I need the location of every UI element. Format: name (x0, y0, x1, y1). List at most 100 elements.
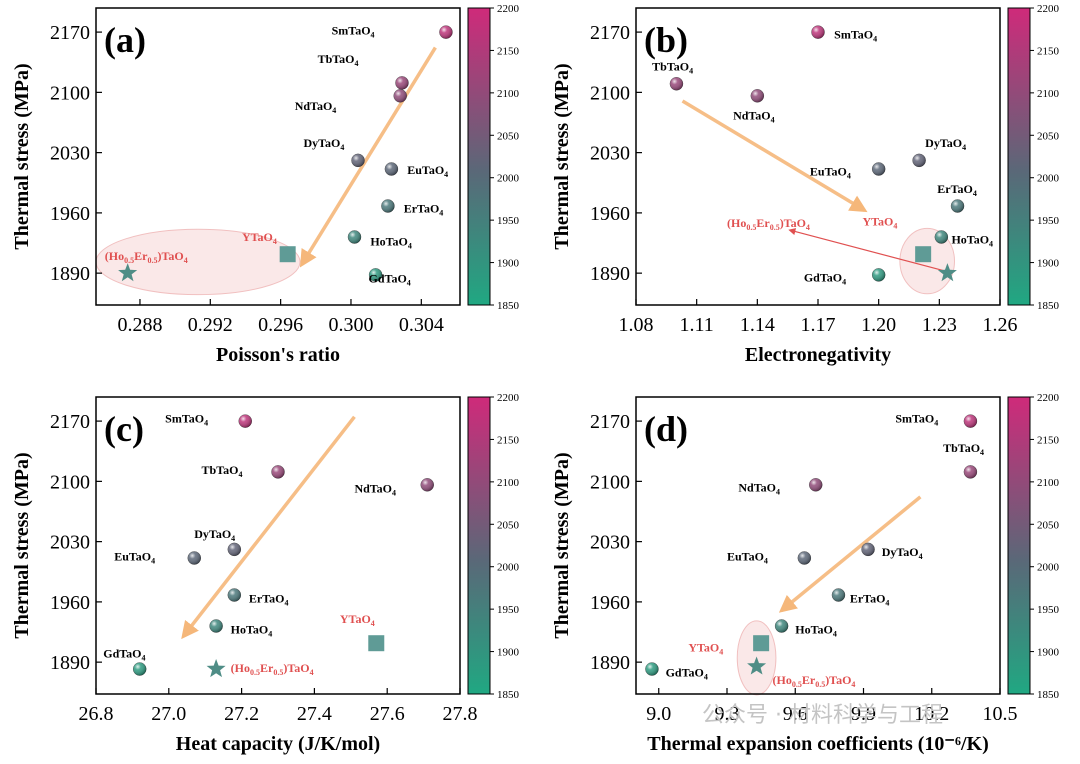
colorbar-tick-label: 2050 (497, 519, 520, 531)
label-base: NdTaO (295, 99, 333, 113)
y-tick-label: 1960 (590, 203, 630, 225)
point-shading (750, 89, 764, 103)
y-tick-label: 2170 (590, 22, 630, 44)
x-tick-label: 0.300 (328, 314, 373, 336)
point-shading (912, 153, 926, 167)
label-subscript: 4 (444, 170, 448, 179)
label-subscript: 4 (340, 143, 344, 152)
label-part: 0.5 (124, 256, 134, 265)
label-subscript: 4 (842, 277, 846, 286)
point-label-3: DyTaO4 (303, 136, 344, 152)
chart-panel-c: 26.8 27.0 27.2 27.4 27.6 27.8 1890 1960 2030 2100… (11, 392, 520, 755)
label-subscript: 4 (439, 209, 443, 218)
point-label-2: NdTaO4 (295, 99, 337, 115)
label-base: TbTaO (652, 60, 689, 74)
label-base: EuTaO (114, 549, 151, 563)
label-part: )TaO (283, 661, 309, 675)
point-shading (381, 199, 395, 213)
point-label-9: (Ho0.5Er0.5)TaO4 (727, 216, 810, 232)
label-base: TbTaO (943, 441, 980, 455)
label-subscript: 4 (719, 648, 723, 657)
label-subscript: 4 (371, 619, 375, 628)
colorbar-tick-label: 1850 (1037, 300, 1060, 312)
y-axis-title: Thermal stress (MPa) (551, 452, 573, 638)
colorbar-tick-label: 1850 (497, 300, 520, 312)
point-label-0: SmTaO4 (895, 412, 938, 428)
point-label-4: EuTaO4 (114, 549, 155, 565)
point-shading (811, 25, 825, 39)
label-base: TbTaO (202, 463, 239, 477)
point-shading (934, 230, 948, 244)
label-subscript: 4 (833, 629, 837, 638)
label-base: SmTaO (834, 28, 873, 42)
colorbar-tick-label: 2000 (1037, 562, 1060, 574)
label-part: Er (260, 661, 274, 675)
colorbar (1007, 7, 1031, 306)
point-(Ho0.5Er0.5)TaO4 (937, 263, 957, 282)
point-label-3: DyTaO4 (882, 545, 923, 561)
colorbar-tick-label: 1950 (1037, 604, 1060, 616)
trend-arrow-0 (299, 46, 437, 268)
x-tick-label: 1.14 (740, 314, 775, 336)
label-subscript: 4 (231, 534, 235, 543)
label-subscript: 4 (885, 598, 889, 607)
colorbar (467, 396, 491, 695)
watermark-text: 公众号 · 材料科学与工程 (702, 703, 943, 728)
label-subscript: 4 (268, 629, 272, 638)
label-subscript: 4 (962, 143, 966, 152)
label-part: Er (756, 216, 770, 230)
label-base: SmTaO (332, 23, 371, 37)
label-subscript: 4 (847, 172, 851, 181)
y-tick-label: 2030 (50, 143, 90, 165)
point-YTaO4 (915, 246, 932, 263)
point-label-8: YTaO4 (688, 641, 723, 657)
label-base: SmTaO (165, 412, 204, 426)
point-shading (347, 230, 361, 244)
label-subscript: 4 (392, 488, 396, 497)
point-label-7: GdTaO4 (666, 665, 708, 681)
label-part: 0.5 (792, 680, 802, 689)
x-tick-label: 10.5 (983, 703, 1018, 725)
point-shading (831, 588, 845, 602)
label-subscript: 4 (934, 419, 938, 428)
point-label-8: YTaO4 (862, 214, 897, 230)
y-tick-label: 1890 (50, 263, 90, 285)
point-label-7: GdTaO4 (369, 271, 411, 287)
point-shading (420, 478, 434, 492)
label-base: DyTaO (303, 136, 340, 150)
point-label-5: ErTaO4 (404, 202, 444, 218)
point-YTaO4 (753, 635, 770, 652)
x-tick-label: 10.2 (914, 703, 949, 725)
label-part: 0.5 (273, 668, 283, 677)
y-axis-title: Thermal stress (MPa) (11, 452, 33, 638)
y-tick-label: 2170 (50, 411, 90, 433)
x-tick-label: 9.9 (851, 703, 876, 725)
point-label-2: NdTaO4 (354, 481, 396, 497)
point-label-5: ErTaO4 (937, 182, 977, 198)
label-base: ErTaO (850, 591, 886, 605)
y-tick-label: 2100 (590, 82, 630, 104)
colorbar-tick-label: 2100 (497, 88, 520, 100)
point-label-1: TbTaO4 (202, 463, 243, 479)
point-label-5: ErTaO4 (850, 591, 890, 607)
x-tick-label: 0.292 (188, 314, 233, 336)
label-subscript: 4 (919, 552, 923, 561)
label-part: 4 (310, 668, 314, 677)
label-subscript: 4 (704, 672, 708, 681)
y-tick-label: 2100 (50, 82, 90, 104)
label-base: EuTaO (810, 165, 847, 179)
chart-panel-a: 0.288 0.292 0.296 0.300 0.304 1890 1960 2030 210… (11, 3, 520, 366)
point-shading (872, 268, 886, 282)
label-base: NdTaO (738, 480, 776, 494)
label-base: YTaO (242, 230, 273, 244)
point-label-6: HoTaO4 (951, 233, 993, 249)
label-part: )TaO (825, 673, 851, 687)
point-shading (384, 162, 398, 176)
x-tick-label: 1.23 (922, 314, 957, 336)
label-subscript: 4 (989, 240, 993, 249)
colorbar-tick-label: 1850 (1037, 689, 1060, 701)
point-YTaO4 (368, 635, 385, 652)
point-label-7: GdTaO4 (804, 270, 846, 286)
point-label-4: EuTaO4 (810, 165, 851, 181)
x-tick-label: 9.3 (715, 703, 740, 725)
